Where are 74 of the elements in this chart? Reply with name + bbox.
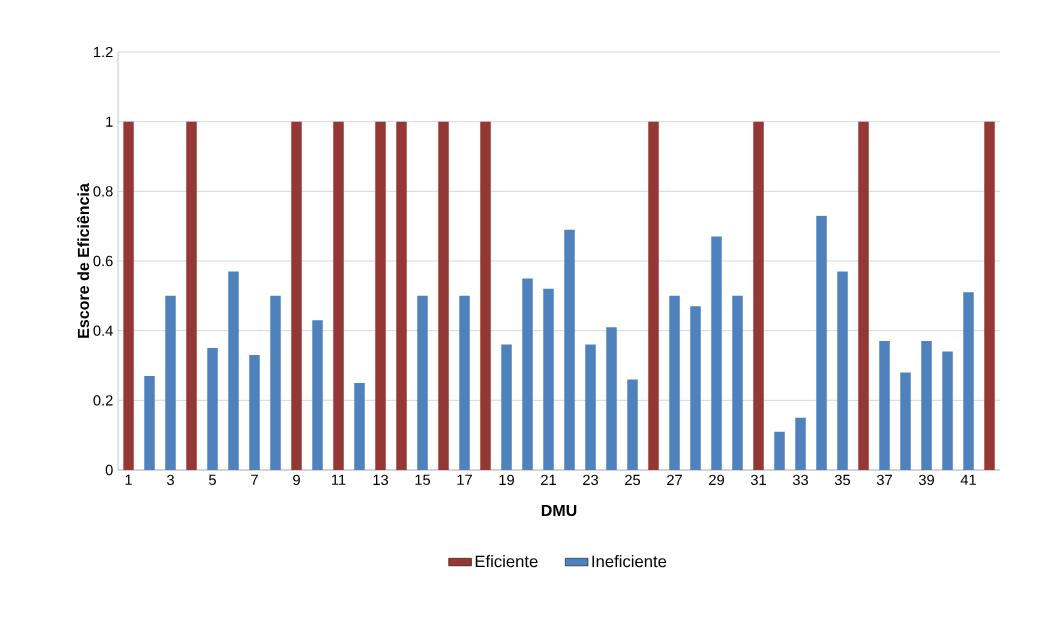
bar — [648, 121, 659, 470]
x-tick-label: 5 — [209, 474, 216, 485]
bar — [501, 344, 512, 470]
bar — [396, 121, 407, 470]
bar — [123, 121, 134, 470]
x-tick-label: 21 — [541, 474, 556, 485]
bar — [984, 121, 995, 470]
bar — [144, 375, 155, 470]
bar — [165, 295, 176, 470]
bar — [375, 121, 386, 470]
x-tick-label: 37 — [876, 474, 892, 486]
bar — [186, 121, 197, 470]
x-tick-label: 33 — [792, 474, 809, 486]
bar — [858, 121, 869, 470]
bar — [438, 121, 449, 470]
x-tick-label: 11 — [332, 474, 346, 485]
bar — [837, 271, 848, 470]
y-tick-label: 0.6 — [93, 255, 113, 267]
x-tick-label: 15 — [415, 474, 431, 485]
x-tick-label: 35 — [834, 474, 851, 486]
legend-label: Eficiente — [475, 555, 538, 568]
bar — [564, 229, 575, 470]
bar — [816, 215, 827, 470]
bar — [606, 327, 617, 470]
y-tick-label: 1 — [106, 116, 113, 127]
bar — [774, 431, 785, 470]
x-tick-label: 31 — [750, 474, 766, 486]
y-tick-label: 0.2 — [93, 395, 113, 406]
bar — [963, 292, 974, 470]
x-tick-label: 39 — [918, 474, 934, 486]
bar — [228, 271, 239, 470]
x-tick-label: 23 — [583, 474, 599, 486]
bar — [480, 121, 491, 470]
bar — [900, 372, 911, 470]
x-tick-label: 17 — [457, 474, 472, 485]
bar — [921, 341, 932, 470]
bar — [732, 295, 743, 470]
bar — [459, 295, 470, 470]
x-tick-label: 1 — [125, 474, 132, 485]
bar — [417, 295, 428, 470]
bar — [627, 379, 638, 470]
bar — [354, 382, 365, 470]
bar — [879, 341, 890, 470]
y-axis-title: Escore de Eficiência — [76, 183, 90, 338]
bar — [333, 121, 344, 470]
bar — [270, 295, 281, 470]
bar — [753, 121, 764, 470]
bar — [711, 236, 722, 470]
bar — [690, 306, 701, 470]
x-tick-label: 7 — [251, 474, 258, 485]
x-tick-label: 25 — [625, 474, 641, 486]
x-tick-label: 41 — [960, 474, 976, 485]
bar — [249, 355, 260, 470]
legend-label: Ineficiente — [592, 555, 667, 568]
x-tick-label: 3 — [166, 474, 174, 486]
x-tick-label: 13 — [373, 474, 389, 486]
bar — [312, 320, 323, 470]
x-axis-title: DMU — [541, 504, 577, 517]
x-tick-label: 27 — [667, 474, 682, 485]
bar — [795, 417, 806, 470]
x-tick-label: 9 — [293, 474, 300, 486]
bar — [543, 288, 554, 470]
y-tick-label: 0 — [105, 464, 113, 476]
y-tick-label: 1.2 — [94, 46, 113, 58]
x-tick-label: 29 — [709, 474, 724, 486]
bar — [291, 121, 302, 470]
y-tick-label: 0.8 — [93, 186, 113, 197]
y-tick-label: 0.4 — [93, 325, 113, 336]
x-tick-label: 19 — [499, 474, 514, 486]
bar — [522, 278, 533, 470]
bar — [669, 295, 680, 470]
bar — [585, 344, 596, 470]
bar — [207, 348, 218, 470]
bar — [942, 351, 953, 470]
